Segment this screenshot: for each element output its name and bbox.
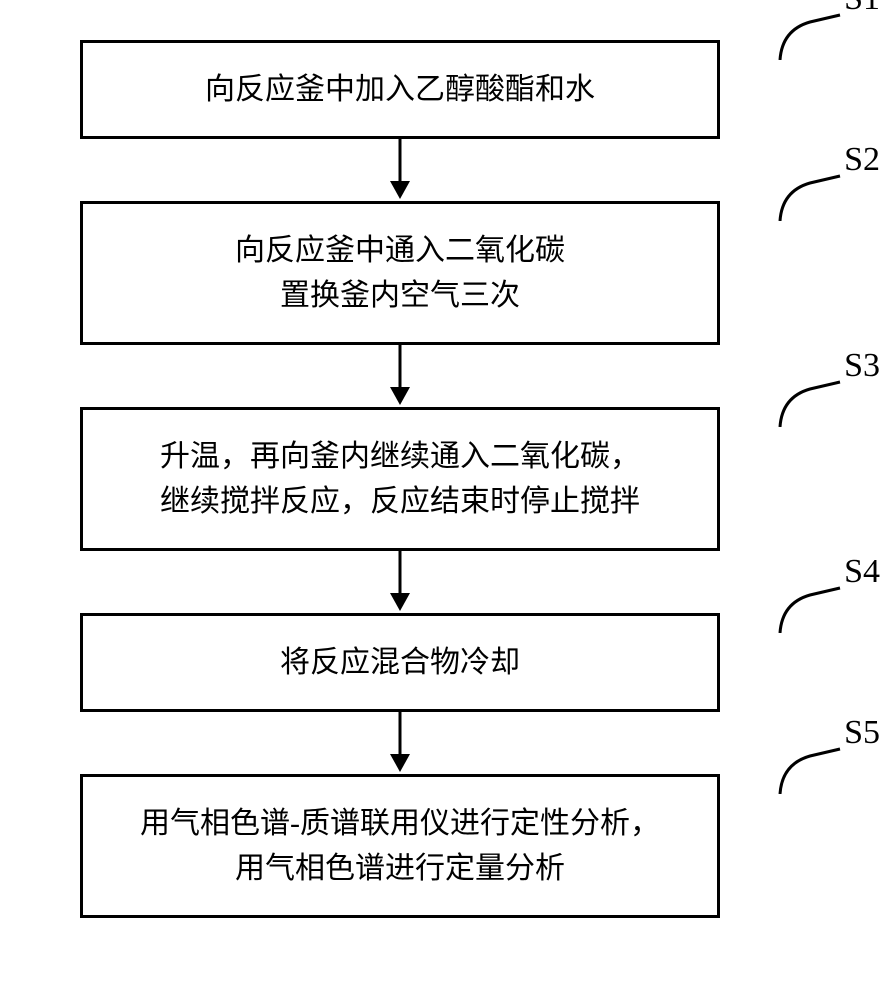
step-label-s4: S4 (844, 553, 880, 591)
step-text: 用气相色谱进行定量分析 (103, 846, 697, 891)
step-label-s5: S5 (844, 714, 880, 752)
arrow-s2-s3 (80, 345, 720, 407)
step-box-s4: 将反应混合物冷却 (80, 613, 720, 712)
arrow-s4-s5 (80, 712, 720, 774)
step-box-s5: 用气相色谱-质谱联用仪进行定性分析， 用气相色谱进行定量分析 (80, 774, 720, 918)
step-box-s1: 向反应釜中加入乙醇酸酯和水 (80, 40, 720, 139)
step-s4-wrapper: S4 将反应混合物冷却 (80, 613, 800, 712)
arrow-s3-s4 (80, 551, 720, 613)
flowchart-container: S1 向反应釜中加入乙醇酸酯和水 S2 向反应釜中通入二氧化碳 置换釜内空气三次… (80, 40, 800, 918)
step-label-s1: S1 (844, 0, 880, 18)
step-label-s2: S2 (844, 141, 880, 179)
step-label-s3: S3 (844, 347, 880, 385)
step-text: 将反应混合物冷却 (103, 640, 697, 685)
step-text: 继续搅拌反应，反应结束时停止搅拌 (103, 479, 697, 524)
step-text: 升温，再向釜内继续通入二氧化碳， (103, 434, 697, 479)
step-box-s2: 向反应釜中通入二氧化碳 置换釜内空气三次 (80, 201, 720, 345)
step-text: 向反应釜中加入乙醇酸酯和水 (103, 67, 697, 112)
step-s5-wrapper: S5 用气相色谱-质谱联用仪进行定性分析， 用气相色谱进行定量分析 (80, 774, 800, 918)
step-s1-wrapper: S1 向反应釜中加入乙醇酸酯和水 (80, 40, 800, 139)
step-s2-wrapper: S2 向反应釜中通入二氧化碳 置换釜内空气三次 (80, 201, 800, 345)
arrow-s1-s2 (80, 139, 720, 201)
step-text: 置换釜内空气三次 (103, 273, 697, 318)
step-text: 向反应釜中通入二氧化碳 (103, 228, 697, 273)
step-s3-wrapper: S3 升温，再向釜内继续通入二氧化碳， 继续搅拌反应，反应结束时停止搅拌 (80, 407, 800, 551)
step-box-s3: 升温，再向釜内继续通入二氧化碳， 继续搅拌反应，反应结束时停止搅拌 (80, 407, 720, 551)
step-text: 用气相色谱-质谱联用仪进行定性分析， (103, 801, 697, 846)
